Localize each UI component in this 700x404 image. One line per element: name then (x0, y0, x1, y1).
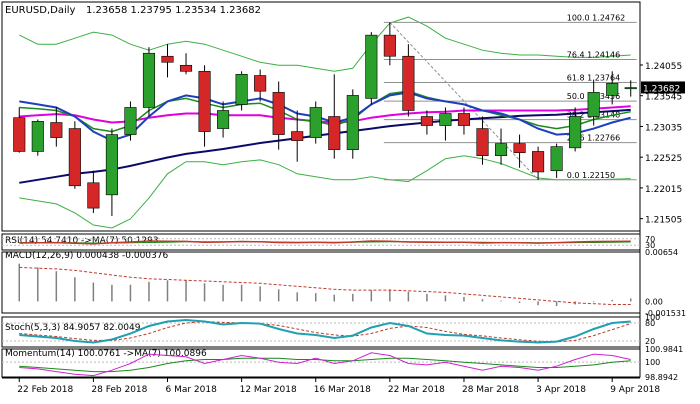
time-tick-label: 22 Feb 2018 (17, 385, 73, 395)
last-price-label: 1.23682 (643, 84, 680, 94)
last-price-marker (641, 81, 685, 94)
price-tick-label: 1.22015 (645, 185, 682, 195)
fib-level-label: 76.4 1.24146 (567, 50, 620, 59)
candle-body (476, 128, 489, 156)
time-tick-label: 12 Mar 2018 (240, 385, 297, 395)
candle-body (420, 116, 433, 126)
candle-body (142, 52, 156, 108)
time-tick-label: 9 Apr 2018 (610, 385, 660, 395)
momentum-line (19, 352, 631, 377)
rsi-line (19, 240, 631, 245)
candle-body (198, 71, 211, 132)
stoch-tick-label: 100 (645, 313, 660, 322)
candle-body (254, 75, 267, 92)
panel-frame-macd (1, 251, 641, 314)
candle-body (13, 117, 26, 152)
symbol-label: EURUSD,Daily (5, 5, 76, 16)
price-tick-label: 1.22525 (645, 154, 682, 164)
stoch-main-line (19, 318, 631, 344)
bollinger-lower-line (19, 155, 631, 229)
time-tick-label: 28 Mar 2018 (462, 385, 519, 395)
time-tick-label: 28 Feb 2018 (91, 385, 147, 395)
fib-level-label: 0.0 1.22150 (567, 171, 615, 180)
candle-body (532, 151, 545, 173)
candle-body (217, 110, 230, 129)
candle-body (383, 34, 396, 57)
candle-body (494, 143, 508, 156)
ohlc-readout: 1.23658 1.23795 1.23534 1.23682 (86, 5, 261, 16)
candle-body (291, 131, 304, 141)
ma-long-line (19, 108, 631, 184)
price-tick-label: 1.21505 (645, 216, 682, 226)
time-tick-label: 16 Mar 2018 (314, 385, 371, 395)
candle-body (68, 128, 81, 187)
price-tick-label: 1.23035 (645, 123, 682, 133)
price-tick-label: 1.23545 (645, 93, 682, 103)
candle-body (439, 113, 452, 126)
candle-body (235, 74, 248, 105)
candle-body (457, 113, 471, 126)
bollinger-upper-line (19, 16, 631, 72)
rsi-level-label: 30 (645, 241, 655, 250)
candle-body (161, 55, 174, 63)
momentum-ma-line (19, 357, 631, 373)
candle-body (328, 116, 341, 150)
candle-body (513, 143, 526, 153)
candle-body (346, 95, 359, 150)
candle-body (624, 87, 637, 90)
momentum-tick-label: 100.9841 (645, 345, 683, 354)
stoch-tick-label: 20 (645, 337, 655, 346)
momentum-tick-label: 98.8942 (645, 373, 678, 382)
ma-green-line (19, 90, 631, 133)
momentum-tick-label: 100 (645, 358, 660, 367)
time-tick-label: 3 Apr 2018 (536, 385, 586, 395)
time-tick-label: 22 Mar 2018 (388, 385, 445, 395)
time-tick-label: 6 Mar 2018 (166, 385, 218, 395)
candle-body (31, 121, 44, 152)
rsi-label: RSI(14) 54.7410 ->MA(7) 50.1293 (5, 236, 159, 246)
candle-body (402, 55, 415, 111)
candle-body (105, 134, 118, 196)
candle-body (309, 107, 322, 138)
fib-level-label: 100.0 1.24762 (567, 13, 626, 22)
candle-body (179, 64, 193, 72)
candle-body (124, 107, 137, 135)
fib-level-label: 61.8 1.23764 (567, 74, 620, 83)
candle-body (365, 34, 378, 99)
macd-label: MACD(12,26,9) 0.000438 -0.000376 (5, 251, 168, 261)
macd-signal-line (19, 266, 631, 305)
candle-body (550, 146, 563, 172)
rsi-level-label: 70 (645, 235, 655, 244)
macd-tick-label: -0.001531 (645, 309, 686, 318)
candle-body (606, 83, 619, 96)
candle-body (587, 92, 600, 117)
momentum-label: Momentum(14) 100.0761 ->MA(7) 100.0896 (5, 349, 207, 359)
ma-magenta-line (19, 105, 631, 124)
stoch-label: Stoch(5,3,3) 84.9057 82.0049 (5, 323, 141, 333)
stoch-tick-label: 80 (645, 319, 655, 328)
candle-body (569, 116, 582, 149)
ma-blue-line (19, 91, 631, 142)
fib-trend-line (389, 22, 539, 181)
candle-body (272, 92, 285, 135)
price-tick-label: 1.24055 (645, 62, 682, 72)
fib-level-label: 23.6 1.22766 (567, 134, 620, 143)
stoch-signal-line (19, 320, 631, 343)
macd-tick-label: 0.00 (645, 297, 663, 306)
candle-body (50, 122, 63, 138)
candle-body (87, 182, 100, 209)
macd-tick-label: 0.00654 (645, 248, 678, 257)
